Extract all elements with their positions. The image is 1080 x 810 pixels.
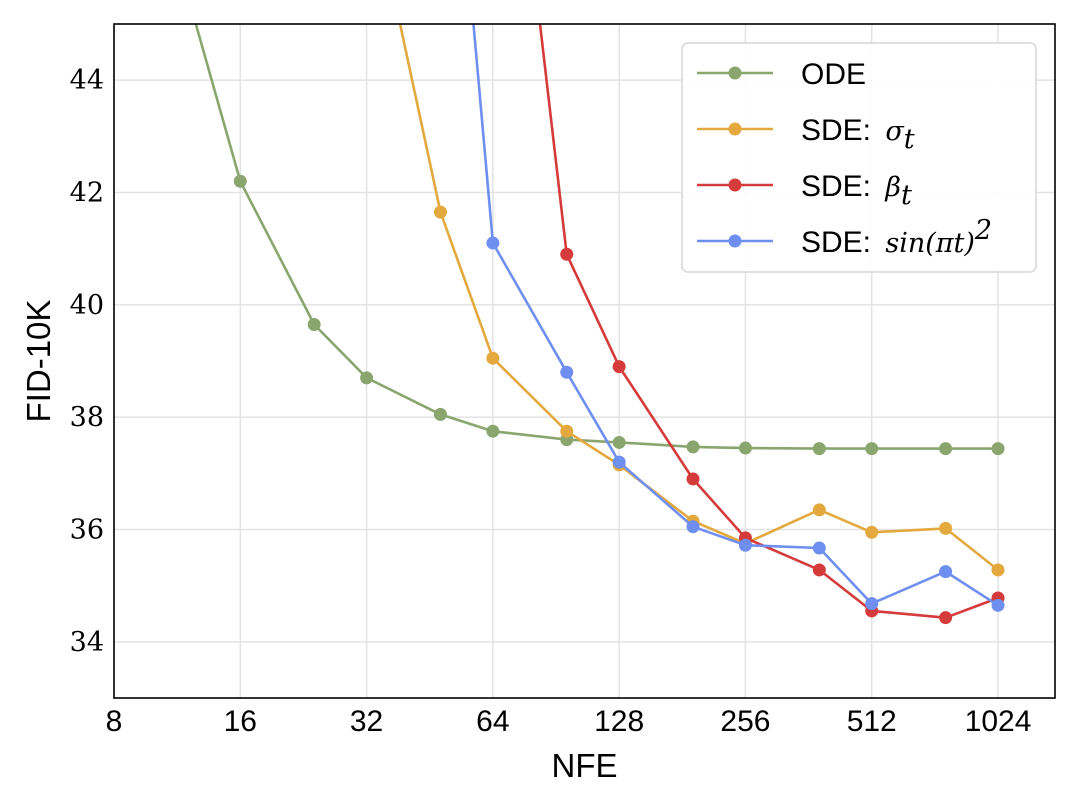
point-sde-t-768 xyxy=(939,521,953,535)
point-ode-32 xyxy=(360,371,374,385)
point-sde-t-512 xyxy=(865,525,879,539)
point-sde-t-384 xyxy=(812,503,826,517)
x-tick-label-8: 8 xyxy=(106,705,123,738)
point-sde-sin-t-1024 xyxy=(991,598,1005,612)
point-ode-768 xyxy=(939,442,953,456)
point-sde-t-48 xyxy=(433,205,447,219)
point-ode-16 xyxy=(233,174,247,188)
x-tick-label-256: 256 xyxy=(720,705,770,738)
point-sde-sin-t-192 xyxy=(686,520,700,534)
y-axis-ticks: 34 36 38 40 42 44 xyxy=(70,65,104,658)
point-sde-t-1024 xyxy=(991,563,1005,577)
point-ode-192 xyxy=(686,440,700,454)
point-ode-128 xyxy=(612,435,626,449)
legend-item-sde-t: SDE: σt xyxy=(697,114,915,155)
point-sde-sin-t-128 xyxy=(612,455,626,469)
legend-label-ode: ODE xyxy=(801,58,866,91)
y-tick-label-34: 34 xyxy=(70,627,104,658)
point-ode-512 xyxy=(865,442,879,456)
point-sde-sin-t-768 xyxy=(939,565,953,579)
legend-label-sde-sin-t: SDE: sin(πt)2 xyxy=(801,215,992,259)
legend-marker-sde-sin-t xyxy=(728,234,742,248)
point-sde-t-192 xyxy=(686,472,700,486)
point-ode-48 xyxy=(433,407,447,421)
plot-frame xyxy=(113,23,1056,699)
point-sde-t-64 xyxy=(486,351,500,365)
x-tick-label-16: 16 xyxy=(224,705,257,738)
legend-marker-sde-t xyxy=(728,122,742,136)
point-ode-384 xyxy=(812,442,826,456)
series-ode xyxy=(194,24,1005,456)
point-sde-sin-t-64 xyxy=(486,236,500,250)
series-layer xyxy=(194,24,1005,625)
legend-marker-sde-t xyxy=(728,178,742,192)
point-ode-64 xyxy=(486,424,500,438)
legend-label-sde-t: SDE: βt xyxy=(801,170,912,211)
x-tick-label-32: 32 xyxy=(350,705,383,738)
y-tick-label-40: 40 xyxy=(70,290,104,321)
x-tick-label-512: 512 xyxy=(847,705,897,738)
legend-item-ode: ODE xyxy=(697,58,866,91)
point-sde-t-128 xyxy=(612,360,626,374)
point-ode-1024 xyxy=(991,442,1005,456)
point-ode-256 xyxy=(738,441,752,455)
legend-label-sde-t: SDE: σt xyxy=(801,114,915,155)
series-line-sde-sin-t xyxy=(472,24,999,607)
x-tick-label-1024: 1024 xyxy=(965,705,1032,738)
series-sde-sin-t xyxy=(472,24,1005,612)
y-tick-label-42: 42 xyxy=(70,178,104,209)
point-sde-t-384 xyxy=(812,563,826,577)
point-ode-24 xyxy=(307,317,321,331)
x-tick-label-128: 128 xyxy=(594,705,644,738)
point-sde-sin-t-256 xyxy=(738,538,752,552)
x-axis-ticks: 8 16 32 64 128 256 512 1024 xyxy=(106,705,1032,738)
series-line-ode xyxy=(194,24,998,450)
x-tick-label-64: 64 xyxy=(476,705,509,738)
y-axis-label: FID-10K xyxy=(20,300,57,423)
legend-box xyxy=(681,42,1037,273)
point-sde-sin-t-512 xyxy=(865,597,879,611)
legend-item-sde-t: SDE: βt xyxy=(697,170,912,211)
legend-item-sde-sin-t: SDE: sin(πt)2 xyxy=(697,215,992,259)
point-sde-sin-t-96 xyxy=(560,365,574,379)
y-tick-label-44: 44 xyxy=(70,65,104,96)
point-sde-t-96 xyxy=(560,247,574,261)
y-tick-label-38: 38 xyxy=(70,402,104,433)
point-sde-t-768 xyxy=(939,611,953,625)
legend-marker-ode xyxy=(728,66,742,80)
point-sde-t-96 xyxy=(560,424,574,438)
x-axis-label: NFE xyxy=(552,747,618,784)
y-tick-label-36: 36 xyxy=(70,515,104,546)
point-sde-sin-t-384 xyxy=(812,541,826,555)
